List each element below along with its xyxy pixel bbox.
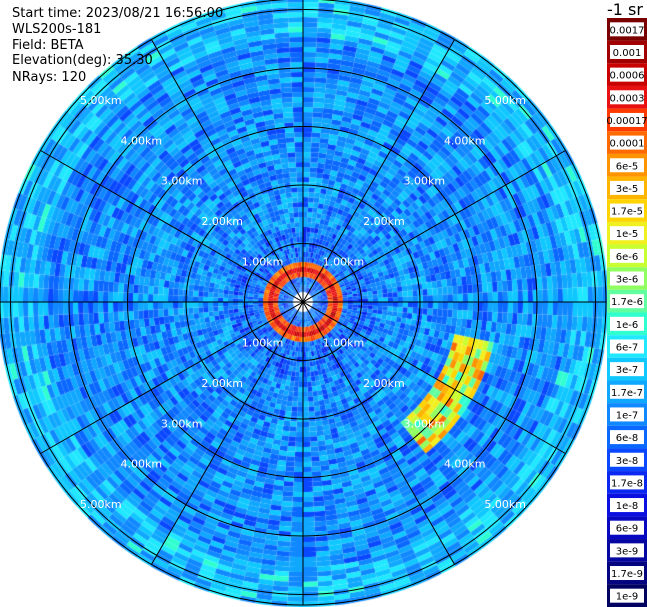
range-label: 3.00km bbox=[161, 175, 203, 188]
colorbar-unit: -1 sr bbox=[607, 0, 643, 19]
colorbar-label: 0.0003 bbox=[610, 93, 645, 104]
range-label: 5.00km bbox=[80, 94, 122, 107]
colorbar-label: 0.00017 bbox=[606, 116, 647, 127]
range-label: 3.00km bbox=[404, 175, 446, 188]
colorbar-label-bg bbox=[610, 566, 644, 581]
colorbar-label-bg bbox=[610, 158, 644, 173]
field-label: Field: BETA bbox=[12, 38, 84, 53]
range-label: 3.00km bbox=[404, 417, 446, 430]
range-label: 5.00km bbox=[484, 94, 526, 107]
instrument-label: WLS200s-181 bbox=[12, 22, 102, 37]
colorbar-label: 3e-9 bbox=[616, 546, 639, 557]
range-label: 4.00km bbox=[444, 134, 486, 147]
colorbar-label-bg bbox=[610, 22, 644, 37]
colorbar-label: 1.7e-7 bbox=[611, 388, 643, 399]
polar-grid bbox=[0, 0, 607, 606]
range-label: 5.00km bbox=[484, 498, 526, 511]
colorbar-label: 1e-6 bbox=[616, 320, 639, 331]
colorbar-label-bg bbox=[610, 362, 644, 377]
colorbar-label-bg bbox=[610, 384, 644, 399]
colorbar-label-bg bbox=[610, 67, 644, 82]
colorbar-label-bg bbox=[610, 294, 644, 309]
range-label: 4.00km bbox=[120, 458, 162, 471]
colorbar-label-bg bbox=[610, 44, 644, 59]
colorbar-label-bg bbox=[610, 475, 644, 490]
colorbar-label: 1e-8 bbox=[616, 501, 639, 512]
colorbar: 0.0017 0.001 0.0006 0.0003 0.00017 0.0001 6e-5… bbox=[606, 18, 647, 607]
range-label: 1.00km bbox=[323, 336, 365, 349]
colorbar-label-bg bbox=[610, 407, 644, 422]
colorbar-label-bg bbox=[610, 498, 644, 513]
range-label: 2.00km bbox=[201, 377, 243, 390]
elevation-label: Elevation(deg): 35.30 bbox=[12, 53, 153, 68]
azimuth-spoke bbox=[40, 150, 566, 454]
range-label: 2.00km bbox=[201, 215, 243, 228]
colorbar-label: 6e-8 bbox=[616, 433, 639, 444]
range-label: 5.00km bbox=[80, 498, 122, 511]
colorbar-label: 0.001 bbox=[613, 48, 642, 59]
colorbar-label: 1e-9 bbox=[616, 592, 639, 603]
colorbar-label-bg bbox=[610, 226, 644, 241]
range-label: 4.00km bbox=[444, 458, 486, 471]
colorbar-label-bg bbox=[610, 203, 644, 218]
colorbar-label: 1.7e-8 bbox=[611, 478, 643, 489]
colorbar-label-bg bbox=[610, 588, 644, 603]
colorbar-label: 3e-5 bbox=[616, 184, 639, 195]
colorbar-label-bg bbox=[610, 112, 644, 127]
range-labels: 1.00km 2.00km 3.00km 4.00km 5.00km 1.00km 2.00… bbox=[80, 94, 526, 511]
range-label: 1.00km bbox=[242, 256, 284, 269]
colorbar-label: 1.7e-5 bbox=[611, 207, 643, 218]
colorbar-label-bg bbox=[610, 316, 644, 331]
colorbar-label-bg bbox=[610, 180, 644, 195]
range-label: 2.00km bbox=[363, 377, 405, 390]
start-time-label: Start time: 2023/08/21 16:56:00 bbox=[12, 6, 224, 21]
colorbar-label-bg bbox=[610, 271, 644, 286]
colorbar-label: 6e-9 bbox=[616, 524, 639, 535]
range-label: 1.00km bbox=[323, 256, 365, 269]
colorbar-label-bg bbox=[610, 135, 644, 150]
colorbar-label-bg bbox=[610, 248, 644, 263]
colorbar-label-bg bbox=[610, 90, 644, 105]
colorbar-label-bg bbox=[610, 452, 644, 467]
colorbar-label: 3e-8 bbox=[616, 456, 639, 467]
colorbar-label: 1e-5 bbox=[616, 229, 639, 240]
colorbar-label-bg bbox=[610, 339, 644, 354]
colorbar-label: 6e-7 bbox=[616, 342, 639, 353]
range-label: 4.00km bbox=[120, 134, 162, 147]
colorbar-label-bg bbox=[610, 430, 644, 445]
colorbar-label: 1e-7 bbox=[616, 410, 639, 421]
range-label: 2.00km bbox=[363, 215, 405, 228]
colorbar-label: 0.0001 bbox=[610, 139, 645, 150]
range-label: 1.00km bbox=[242, 336, 284, 349]
colorbar-label: 0.0017 bbox=[610, 25, 645, 36]
colorbar-label: 3e-7 bbox=[616, 365, 639, 376]
colorbar-label: 6e-5 bbox=[616, 161, 639, 172]
colorbar-label-bg bbox=[610, 520, 644, 535]
nrays-label: NRays: 120 bbox=[12, 70, 87, 85]
colorbar-label: 1.7e-6 bbox=[611, 297, 643, 308]
range-label: 3.00km bbox=[161, 417, 203, 430]
colorbar-label: 1.7e-9 bbox=[611, 569, 643, 580]
colorbar-label-bg bbox=[610, 543, 644, 558]
colorbar-label: 6e-6 bbox=[616, 252, 639, 263]
colorbar-label: 3e-6 bbox=[616, 275, 639, 286]
colorbar-label: 0.0006 bbox=[610, 71, 645, 82]
